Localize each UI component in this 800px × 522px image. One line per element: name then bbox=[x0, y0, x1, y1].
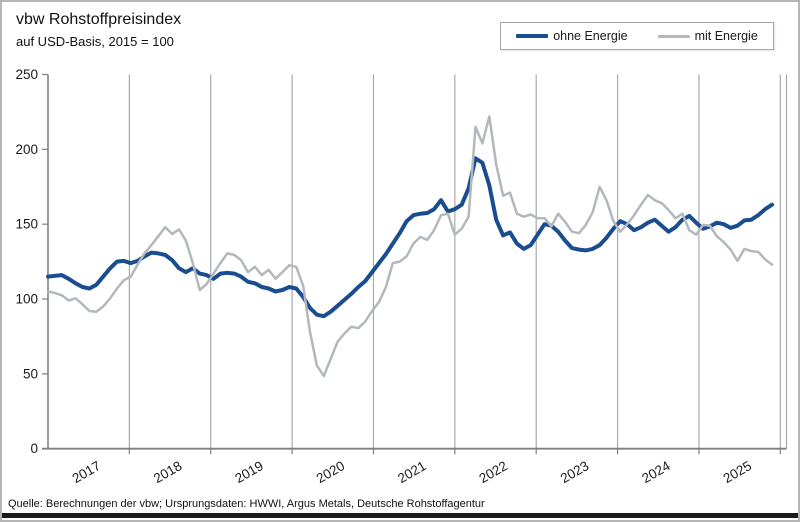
x-axis-label: 2024 bbox=[639, 458, 673, 486]
x-axis-label: 2025 bbox=[721, 458, 755, 486]
x-axis-label: 2018 bbox=[151, 458, 185, 486]
legend-item-ohne-energie: ohne Energie bbox=[516, 29, 628, 43]
x-axis-label: 2022 bbox=[477, 458, 511, 486]
series-line-ohne-energie bbox=[46, 156, 774, 319]
x-axis-label: 2020 bbox=[314, 458, 348, 486]
legend-label-ohne-energie: ohne Energie bbox=[553, 29, 628, 43]
legend-line-swatch-gray bbox=[657, 34, 690, 38]
x-axis-label: 2017 bbox=[70, 458, 104, 486]
x-axis-label: 2021 bbox=[395, 458, 429, 486]
source-note: Quelle: Berechnungen der vbw; Ursprungsd… bbox=[8, 498, 485, 510]
y-axis-label: 150 bbox=[15, 217, 38, 232]
chart-subtitle: auf USD-Basis, 2015 = 100 bbox=[16, 34, 174, 49]
chart-title: vbw Rohstoffpreisindex bbox=[16, 11, 182, 28]
legend-label-mit-energie: mit Energie bbox=[694, 29, 758, 43]
series-line-mit-energie bbox=[46, 115, 774, 378]
x-axis-label: 2019 bbox=[232, 458, 266, 486]
bottom-accent-bar bbox=[2, 513, 798, 518]
legend-line-swatch-blue bbox=[516, 34, 549, 38]
y-axis-label: 250 bbox=[15, 67, 38, 82]
x-axis-label: 2023 bbox=[558, 458, 592, 486]
legend-item-mit-energie: mit Energie bbox=[657, 29, 758, 43]
y-axis-label: 200 bbox=[15, 142, 38, 157]
y-axis-label: 50 bbox=[23, 366, 38, 381]
chart-legend: ohne Energie mit Energie bbox=[500, 22, 774, 50]
y-axis-label: 0 bbox=[30, 441, 38, 456]
y-axis-label: 100 bbox=[15, 292, 38, 307]
